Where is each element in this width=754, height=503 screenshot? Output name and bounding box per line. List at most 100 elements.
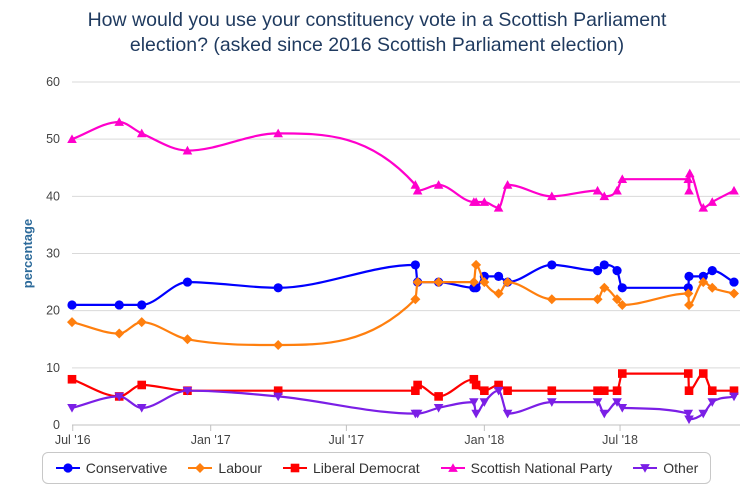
legend-label: Scottish National Party: [470, 460, 613, 476]
series-line-conservative: [70, 263, 736, 306]
data-point-scottish-national-party: [612, 185, 622, 195]
series-line-labour: [70, 263, 736, 347]
data-point-conservative: [67, 300, 77, 310]
data-point-labour: [136, 317, 147, 328]
chart-title: How would you use your constituency vote…: [0, 8, 754, 58]
data-point-labour: [182, 334, 193, 345]
data-point-labour: [612, 294, 623, 305]
data-point-labour: [433, 277, 444, 288]
data-point-labour: [684, 299, 695, 310]
data-point-scottish-national-party: [114, 117, 125, 126]
legend-item-other[interactable]: Other: [632, 460, 698, 476]
data-point-labour: [493, 288, 504, 299]
data-point-liberal-democrat: [612, 386, 622, 395]
legend: Conservative Labour Liberal Democrat Scotti…: [42, 452, 711, 484]
y-tick-label: 40: [46, 189, 60, 203]
x-tick-label: Jan '17: [191, 433, 231, 447]
data-point-scottish-national-party: [182, 145, 193, 155]
data-point-labour: [114, 328, 125, 339]
data-point-labour: [729, 288, 740, 299]
data-point-scottish-national-party: [698, 202, 709, 212]
data-point-scottish-national-party: [617, 174, 628, 184]
data-point-other: [729, 392, 739, 402]
data-point-scottish-national-party: [707, 197, 718, 206]
data-point-scottish-national-party: [273, 128, 283, 138]
data-point-conservative: [273, 283, 283, 293]
data-point-other: [547, 398, 557, 407]
data-point-labour: [410, 294, 421, 305]
data-point-scottish-national-party: [471, 197, 481, 206]
data-point-conservative: [698, 271, 708, 281]
data-point-scottish-national-party: [729, 185, 739, 195]
data-point-labour: [617, 299, 628, 310]
data-point-scottish-national-party: [412, 185, 423, 195]
data-point-liberal-democrat: [617, 369, 627, 378]
data-point-liberal-democrat: [413, 380, 422, 390]
series-layer: [67, 117, 740, 425]
data-point-conservative: [612, 266, 622, 276]
data-point-liberal-democrat: [471, 380, 481, 390]
data-point-other: [612, 398, 622, 407]
data-point-liberal-democrat: [600, 386, 609, 395]
data-point-other: [707, 398, 718, 407]
series-labour: [67, 259, 740, 350]
data-point-other: [617, 404, 628, 413]
legend-item-liberal-democrat[interactable]: Liberal Democrat: [282, 460, 420, 476]
data-point-liberal-democrat: [494, 380, 503, 390]
axes: 0 10 20 30 40 50 60 Jul '16 Jan '17 Jul '17 Jan '1…: [20, 75, 740, 447]
data-point-scottish-national-party: [547, 191, 557, 201]
data-point-other: [114, 392, 125, 402]
x-tick-label: Jul '17: [329, 433, 365, 447]
data-point-scottish-national-party: [433, 180, 444, 189]
legend-swatch-circle-icon: [55, 463, 80, 473]
series-scottish-national-party: [67, 117, 739, 212]
x-tick-label: Jan '18: [464, 433, 504, 447]
data-point-labour: [479, 277, 490, 288]
data-point-liberal-democrat: [707, 386, 717, 395]
legend-item-scottish-national-party[interactable]: Scottish National Party: [440, 460, 613, 476]
legend-swatch-marker: [195, 463, 206, 473]
data-point-conservative: [707, 266, 717, 276]
data-point-other: [273, 392, 283, 402]
data-point-other: [412, 409, 423, 419]
data-point-conservative: [684, 271, 694, 281]
legend-label: Conservative: [85, 460, 168, 476]
chart-title-line-1: How would you use your constituency vote…: [87, 9, 667, 31]
data-point-liberal-democrat: [684, 386, 694, 395]
series-other: [67, 386, 739, 425]
data-point-scottish-national-party: [67, 134, 77, 144]
series-line-other: [70, 389, 736, 421]
data-point-other: [698, 409, 709, 419]
data-point-labour: [67, 317, 77, 328]
legend-swatch-triangle-icon: [440, 463, 465, 472]
x-tick-label: Jul '16: [55, 433, 91, 447]
x-tick-label: Jul '18: [602, 433, 638, 447]
data-point-conservative: [547, 260, 557, 270]
data-point-other: [471, 409, 481, 419]
legend-swatch-square-icon: [283, 463, 308, 473]
data-point-labour: [698, 277, 709, 288]
legend-swatch-marker: [640, 464, 651, 473]
legend-item-labour[interactable]: Labour: [187, 460, 262, 476]
series-line-scottish-national-party: [70, 120, 736, 209]
data-point-labour: [683, 288, 694, 299]
data-point-scottish-national-party: [599, 191, 610, 201]
y-tick-label: 0: [53, 418, 60, 432]
data-point-conservative: [599, 260, 609, 270]
legend-item-conservative[interactable]: Conservative: [55, 460, 168, 476]
data-point-other: [67, 404, 77, 413]
data-point-scottish-national-party: [502, 180, 513, 189]
data-point-liberal-democrat: [683, 369, 693, 378]
data-point-other: [592, 398, 603, 407]
data-point-liberal-democrat: [273, 386, 283, 395]
data-point-liberal-democrat: [137, 380, 147, 390]
data-point-conservative: [493, 271, 504, 281]
legend-label: Labour: [218, 460, 263, 476]
data-point-liberal-democrat: [503, 386, 512, 395]
data-point-scottish-national-party: [493, 202, 504, 212]
data-point-other: [433, 404, 444, 413]
legend-label: Other: [663, 460, 699, 476]
data-point-liberal-democrat: [469, 374, 479, 384]
legend-swatch-diamond-icon: [188, 463, 213, 473]
data-point-conservative: [410, 260, 420, 270]
